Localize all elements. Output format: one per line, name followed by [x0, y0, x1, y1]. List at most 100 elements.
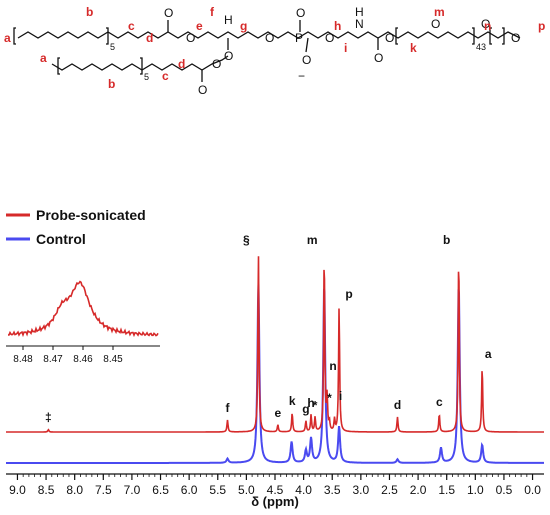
- inset-ticks: 8.48 8.47 8.46 8.45: [13, 346, 123, 365]
- x-tick-label: 8.0: [66, 483, 83, 497]
- inset-tick-label: 8.46: [73, 354, 93, 365]
- inset-tick-label: 8.45: [103, 354, 123, 365]
- structure-label: h: [334, 19, 341, 33]
- x-tick-label: 6.5: [152, 483, 169, 497]
- repeat-subscript: 5: [144, 72, 149, 82]
- peak-label: *: [313, 399, 318, 413]
- atom: O: [511, 31, 520, 45]
- structure-label: c: [128, 19, 135, 33]
- structure-label: m: [434, 5, 445, 19]
- peak-label: k: [289, 394, 296, 408]
- x-tick-label: 0.0: [524, 483, 541, 497]
- atom: O: [296, 6, 305, 20]
- repeat-bracket: [13, 27, 16, 45]
- peak-label: f: [226, 401, 231, 415]
- repeat-bracket: [472, 27, 475, 45]
- structure-label: n: [484, 19, 491, 33]
- charge: −: [298, 69, 305, 83]
- repeat-subscript: 43: [476, 42, 486, 52]
- x-tick-label: 8.5: [38, 483, 55, 497]
- peak-label: m: [307, 233, 318, 247]
- legend-label-control: Control: [36, 231, 86, 247]
- x-tick-label: 5.5: [209, 483, 226, 497]
- peak-label: §: [243, 233, 250, 247]
- structure-label: k: [410, 41, 417, 55]
- atom: P: [295, 31, 303, 45]
- x-axis-ticks: 9.0 8.5 8.0 7.5 7.0 6.5 6.0 5.5 5.0 4.5 4.0 3.5 3.0 2…: [9, 474, 541, 497]
- atom: O: [374, 51, 383, 65]
- x-tick-label: 2.0: [410, 483, 427, 497]
- peak-label: *: [327, 391, 332, 405]
- x-tick-label: 4.5: [267, 483, 284, 497]
- inset-tick-label: 8.48: [13, 354, 33, 365]
- structure-label: c: [162, 69, 169, 83]
- repeat-subscript: 5: [110, 42, 115, 52]
- top-chain-bond: [17, 31, 521, 39]
- series-line-control: [6, 284, 544, 464]
- repeat-bracket: [489, 27, 492, 45]
- structure-labels: a b c d e f g h i k m n p a b c d: [4, 5, 545, 91]
- legend-label-probe-sonicated: Probe-sonicated: [36, 207, 146, 223]
- structure-label: d: [178, 57, 185, 71]
- structure-label: b: [108, 77, 115, 91]
- peak-label: e: [275, 406, 282, 420]
- structure-label: d: [146, 31, 153, 45]
- lipid-structure: [13, 20, 521, 82]
- structure-label: p: [538, 19, 545, 33]
- peak-label: n: [329, 359, 336, 373]
- structure-label: i: [344, 41, 347, 55]
- inset-trace: [8, 280, 159, 338]
- series-line-probe-sonicated: [6, 256, 544, 433]
- atom: O: [385, 31, 394, 45]
- legend: Probe-sonicated Control: [6, 207, 146, 247]
- peak-label: d: [394, 398, 401, 412]
- repeat-bracket: [57, 57, 60, 75]
- structure-label: b: [86, 5, 93, 19]
- structure-label: e: [196, 19, 203, 33]
- atom: O: [186, 31, 195, 45]
- peak-label: g: [302, 402, 309, 416]
- peak-label: c: [436, 395, 443, 409]
- atom: H: [224, 13, 233, 27]
- atom: O: [164, 6, 173, 20]
- peak-label: ‡: [45, 411, 52, 425]
- x-tick-label: 3.5: [324, 483, 341, 497]
- atom: O: [198, 83, 207, 97]
- x-tick-label: 1.0: [467, 483, 484, 497]
- repeat-bracket: [140, 57, 143, 75]
- peak-label: i: [339, 389, 342, 403]
- x-tick-label: 9.0: [9, 483, 26, 497]
- atom: O: [224, 49, 233, 63]
- atom: O: [265, 31, 274, 45]
- atom: O: [431, 17, 440, 31]
- inset-zoom: 8.48 8.47 8.46 8.45: [6, 280, 160, 365]
- x-tick-label: 4.0: [295, 483, 312, 497]
- repeat-bracket: [106, 27, 109, 45]
- phosphate-bond: [299, 20, 309, 53]
- structure-label: f: [210, 5, 215, 19]
- x-tick-label: 3.0: [353, 483, 370, 497]
- peak-label: h: [307, 396, 314, 410]
- atom: O: [325, 31, 334, 45]
- x-tick-label: 5.0: [238, 483, 255, 497]
- x-tick-label: 6.0: [181, 483, 198, 497]
- structure-label: g: [240, 19, 247, 33]
- atom: N: [355, 17, 364, 31]
- structure-label: a: [4, 31, 11, 45]
- peak-label: p: [345, 287, 352, 301]
- x-tick-label: 1.5: [438, 483, 455, 497]
- inset-tick-label: 8.47: [43, 354, 63, 365]
- x-tick-label: 7.0: [124, 483, 141, 497]
- atom: O: [481, 17, 490, 31]
- atom: O: [302, 53, 311, 67]
- x-tick-label: 7.5: [95, 483, 112, 497]
- x-tick-label: 2.5: [381, 483, 398, 497]
- structure-label: a: [40, 51, 47, 65]
- structure-atoms: O O O P O O O N H O O O O O O O O H 5 43…: [110, 5, 520, 97]
- peak-label: b: [443, 233, 450, 247]
- x-axis-title: δ (ppm): [251, 494, 299, 509]
- repeat-bracket: [502, 27, 505, 45]
- atom: H: [355, 5, 364, 19]
